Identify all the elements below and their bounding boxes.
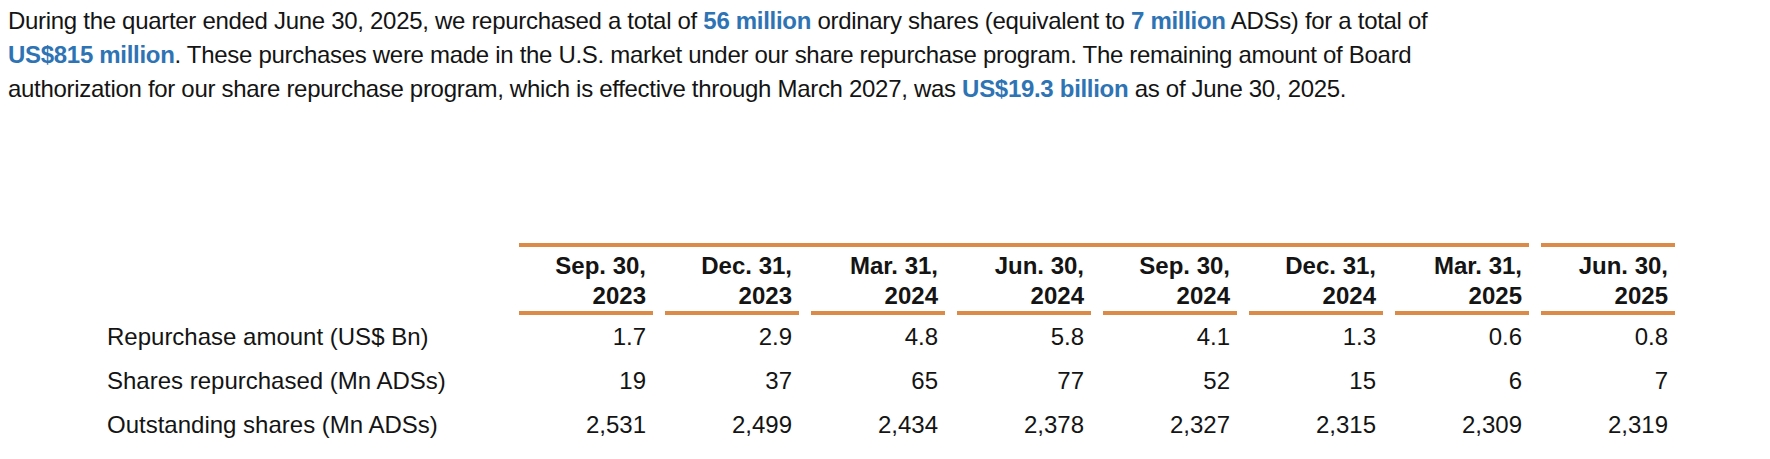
paragraph-text: as of June 30, 2025. (1128, 75, 1346, 102)
table-cell: 19 (507, 359, 653, 403)
paragraph-line-1: During the quarter ended June 30, 2025, … (8, 4, 1427, 38)
table-cell: 37 (653, 359, 799, 403)
column-header: Dec. 31, 2023 (653, 243, 799, 315)
paragraph-text: During the quarter ended June 30, 2025, … (8, 7, 703, 34)
table-cell: 1.7 (507, 315, 653, 359)
table-cell: 4.1 (1091, 315, 1237, 359)
table-cell: 52 (1091, 359, 1237, 403)
column-header: Sep. 30, 2023 (507, 243, 653, 315)
table-cell: 2,315 (1237, 403, 1383, 447)
highlight-shares-repurchased: 56 million (703, 7, 811, 34)
table-cell: 0.6 (1383, 315, 1529, 359)
table-cell: 4.8 (799, 315, 945, 359)
table-grid: Sep. 30, 2023 Dec. 31, 2023 Mar. 31, 202… (107, 243, 1675, 447)
table-cell: 2,378 (945, 403, 1091, 447)
column-header-label: Jun. 30, 2024 (957, 251, 1091, 315)
table-cell: 2,434 (799, 403, 945, 447)
paragraph-line-3: authorization for our share repurchase p… (8, 72, 1427, 106)
paragraph-line-2: US$815 million. These purchases were mad… (8, 38, 1427, 72)
column-header: Mar. 31, 2025 (1383, 243, 1529, 315)
repurchase-table: Sep. 30, 2023 Dec. 31, 2023 Mar. 31, 202… (107, 243, 1675, 447)
table-cell: 77 (945, 359, 1091, 403)
paragraph-text: authorization for our share repurchase p… (8, 75, 962, 102)
column-header: Jun. 30, 2025 (1529, 243, 1675, 315)
table-cell: 2,319 (1529, 403, 1675, 447)
row-label: Repurchase amount (US$ Bn) (107, 315, 507, 359)
table-top-rule-last-column (1541, 243, 1675, 247)
table-cell: 5.8 (945, 315, 1091, 359)
column-header-label: Dec. 31, 2024 (1249, 251, 1383, 315)
table-cell: 15 (1237, 359, 1383, 403)
row-label: Outstanding shares (Mn ADSs) (107, 403, 507, 447)
highlight-total-amount: US$815 million (8, 41, 175, 68)
paragraph-text: ordinary shares (equivalent to (811, 7, 1131, 34)
column-header-label: Jun. 30, 2025 (1541, 251, 1675, 315)
column-header: Jun. 30, 2024 (945, 243, 1091, 315)
table-cell: 6 (1383, 359, 1529, 403)
highlight-remaining-authorization: US$19.3 billion (962, 75, 1128, 102)
document-page: During the quarter ended June 30, 2025, … (0, 0, 1770, 459)
table-cell: 7 (1529, 359, 1675, 403)
column-header: Sep. 30, 2024 (1091, 243, 1237, 315)
table-cell: 65 (799, 359, 945, 403)
table-cell: 2,531 (507, 403, 653, 447)
column-header-label: Dec. 31, 2023 (665, 251, 799, 315)
body-paragraph: During the quarter ended June 30, 2025, … (8, 4, 1427, 106)
table-cell: 0.8 (1529, 315, 1675, 359)
table-cell: 2.9 (653, 315, 799, 359)
column-header-label: Mar. 31, 2025 (1395, 251, 1529, 315)
column-header-label: Mar. 31, 2024 (811, 251, 945, 315)
highlight-ads-equivalent: 7 million (1131, 7, 1226, 34)
column-header-label: Sep. 30, 2023 (519, 251, 653, 315)
row-label: Shares repurchased (Mn ADSs) (107, 359, 507, 403)
column-header: Mar. 31, 2024 (799, 243, 945, 315)
table-corner-cell (107, 243, 507, 315)
table-cell: 2,327 (1091, 403, 1237, 447)
table-cell: 2,309 (1383, 403, 1529, 447)
column-header: Dec. 31, 2024 (1237, 243, 1383, 315)
table-cell: 2,499 (653, 403, 799, 447)
table-top-rule (519, 243, 1529, 247)
paragraph-text: ADSs) for a total of (1226, 7, 1428, 34)
table-cell: 1.3 (1237, 315, 1383, 359)
column-header-label: Sep. 30, 2024 (1103, 251, 1237, 315)
paragraph-text: . These purchases were made in the U.S. … (175, 41, 1412, 68)
